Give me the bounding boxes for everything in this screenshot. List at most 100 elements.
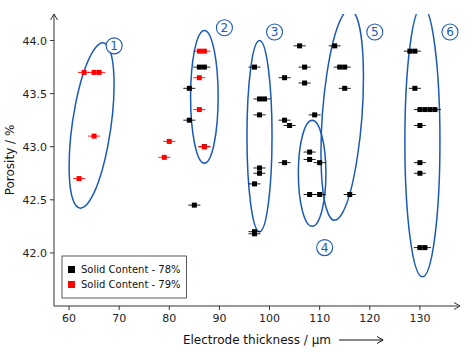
point [302, 81, 307, 86]
x-label-arrow [339, 337, 383, 344]
point [187, 118, 192, 123]
y-tick [50, 40, 54, 41]
point [317, 160, 322, 165]
point [162, 155, 167, 160]
point [187, 86, 192, 91]
ellipses [69, 14, 440, 277]
label-circle [367, 24, 383, 40]
x-tick [69, 306, 70, 310]
point [432, 107, 437, 112]
point [287, 123, 292, 128]
point [282, 118, 287, 123]
x-tick-label: 100 [259, 312, 280, 325]
y-tick [50, 252, 54, 253]
x-tick-label: 120 [359, 312, 380, 325]
x-tick-label: 110 [309, 312, 330, 325]
x-tick-label: 80 [162, 312, 176, 325]
point [412, 49, 417, 54]
point [97, 70, 102, 75]
y-tick-label: 43.0 [23, 141, 48, 154]
point [77, 176, 82, 181]
x-axis-line [54, 306, 460, 307]
legend-box [62, 256, 187, 298]
y-tick [50, 199, 54, 200]
point [317, 192, 322, 197]
label-circle [267, 24, 283, 40]
x-tick [119, 306, 120, 310]
y-tick [50, 93, 54, 94]
ellipse-labels: 123456 [106, 20, 458, 256]
point [257, 171, 262, 176]
legend-label: Solid Content - 79% [81, 279, 181, 290]
x-axis-label: Electrode thickness / μm [183, 333, 331, 347]
group-ellipse [321, 14, 364, 252]
point [417, 160, 422, 165]
y-axis-label: Porosity / % [3, 125, 17, 196]
x-tick-label: 60 [62, 312, 76, 325]
point [307, 157, 312, 162]
point [307, 150, 312, 155]
point [417, 123, 422, 128]
x-tick [169, 306, 170, 310]
ellipse-label: 1 [110, 39, 118, 53]
point [312, 112, 317, 117]
series-0 [183, 43, 441, 250]
legend-label: Solid Content - 78% [81, 264, 181, 275]
point [82, 70, 87, 75]
point [257, 112, 262, 117]
point [297, 43, 302, 48]
point [302, 65, 307, 70]
point [197, 75, 202, 80]
point [417, 171, 422, 176]
group-ellipse [247, 41, 272, 232]
point [262, 96, 267, 101]
y-tick-label: 42.0 [23, 247, 48, 260]
point [342, 86, 347, 91]
y-tick-label: 42.5 [23, 194, 48, 207]
x-axis-arrow [454, 303, 460, 310]
point [332, 43, 337, 48]
y-axis-line [54, 14, 55, 306]
ellipse-label: 6 [446, 25, 454, 39]
label-circle [216, 20, 232, 36]
point [342, 65, 347, 70]
point [92, 134, 97, 139]
series-1 [73, 49, 210, 181]
point [167, 139, 172, 144]
ellipse-label: 2 [221, 21, 229, 35]
x-tick-label: 90 [212, 312, 226, 325]
point [202, 144, 207, 149]
point [252, 65, 257, 70]
x-tick [319, 306, 320, 310]
x-tick [219, 306, 220, 310]
point [197, 107, 202, 112]
y-tick-label: 43.5 [23, 88, 48, 101]
y-axis-arrow [51, 14, 58, 20]
ellipse-label: 4 [321, 241, 329, 255]
x-tick-label: 130 [409, 312, 430, 325]
y-tick-label: 44.0 [23, 35, 48, 48]
point [412, 86, 417, 91]
point [252, 181, 257, 186]
x-tick [269, 306, 270, 310]
group-ellipse [191, 30, 219, 163]
x-tick [419, 306, 420, 310]
point [202, 65, 207, 70]
legend: Solid Content - 78% Solid Content - 79% [62, 256, 187, 298]
point [192, 203, 197, 208]
legend-swatch [68, 281, 75, 288]
label-circle [317, 240, 333, 256]
x-tick [369, 306, 370, 310]
point [202, 49, 207, 54]
y-tick [50, 146, 54, 147]
point [202, 144, 207, 149]
label-circle [106, 38, 122, 54]
label-circle [442, 24, 458, 40]
x-tick-label: 70 [112, 312, 126, 325]
group-ellipse [405, 14, 440, 277]
plot-area [69, 14, 441, 277]
chart: 60 70 80 90 100 110 120 130 42.0 42.5 43.0 43.5 44.0… [0, 0, 474, 352]
ellipse-label: 5 [371, 25, 379, 39]
point [282, 160, 287, 165]
legend-swatch [68, 266, 75, 273]
